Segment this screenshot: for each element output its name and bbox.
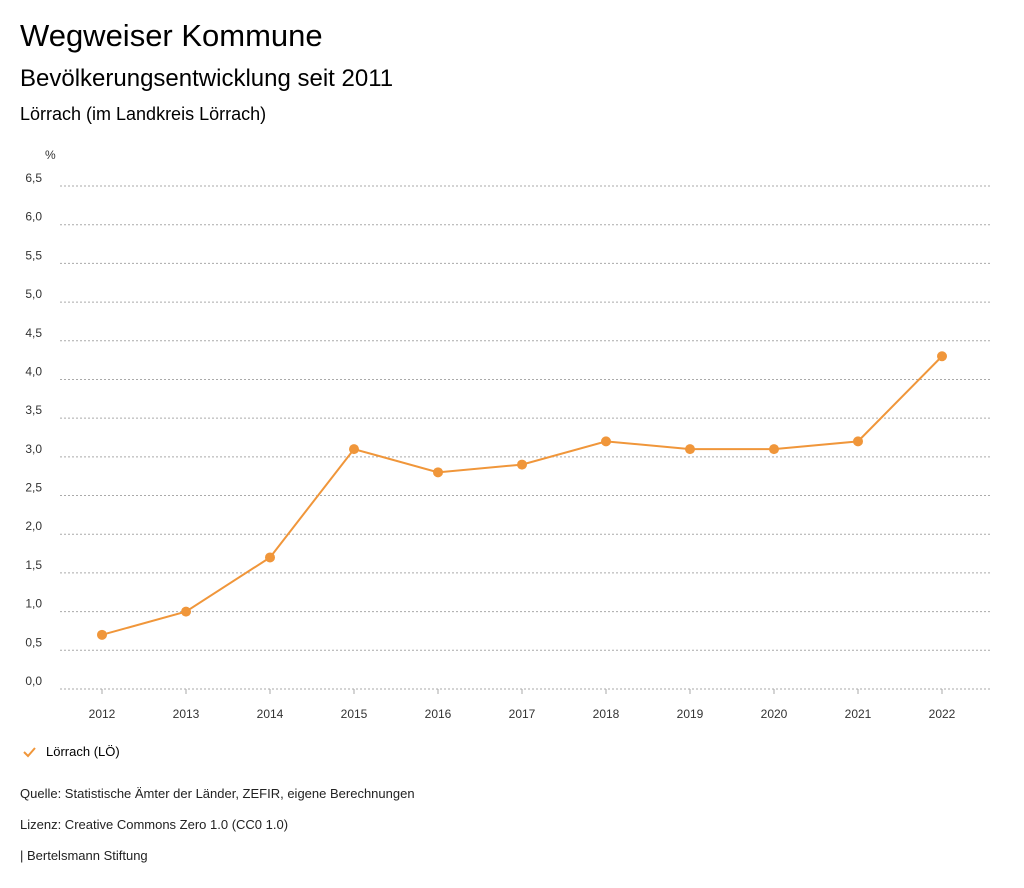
data-point xyxy=(265,552,275,563)
x-tick-label: 2017 xyxy=(509,707,536,721)
check-icon xyxy=(23,746,36,757)
x-tick-label: 2021 xyxy=(845,707,872,721)
y-tick-label: 4,0 xyxy=(25,364,42,378)
y-tick-label: 0,5 xyxy=(25,635,42,649)
y-tick-label: 5,0 xyxy=(25,287,42,301)
data-point xyxy=(685,444,695,455)
y-tick-label: 1,0 xyxy=(25,597,42,611)
data-point xyxy=(433,467,443,478)
license-note: Lizenz: Creative Commons Zero 1.0 (CC0 1… xyxy=(20,817,289,832)
x-tick-label: 2022 xyxy=(929,707,956,721)
x-tick-label: 2020 xyxy=(761,707,788,721)
source-note: Quelle: Statistische Ämter der Länder, Z… xyxy=(20,786,415,801)
y-tick-label: 2,0 xyxy=(25,519,42,533)
x-tick-label: 2015 xyxy=(341,707,368,721)
y-tick-label: 2,5 xyxy=(25,481,42,495)
x-tick-label: 2019 xyxy=(677,707,704,721)
data-point xyxy=(97,629,107,640)
x-tick-label: 2012 xyxy=(89,707,116,721)
chart-subtitle: Bevölkerungsentwicklung seit 2011 xyxy=(20,65,394,92)
data-point xyxy=(769,444,779,455)
y-tick-label: 3,5 xyxy=(25,403,42,417)
x-tick-label: 2016 xyxy=(425,707,452,721)
line-chart: % 0,0 0,5 1,0 1,5 2,0 2,5 3,0 3,5 4,0 4,5 5,0 5,5 6,0… xyxy=(25,148,990,721)
y-tick-label: 3,0 xyxy=(25,442,42,456)
y-axis-unit: % xyxy=(45,148,56,162)
legend-label: Lörrach (LÖ) xyxy=(46,744,120,759)
y-tick-label: 6,0 xyxy=(25,210,42,224)
data-point xyxy=(517,459,527,470)
data-point xyxy=(853,436,863,447)
y-tick-label: 5,5 xyxy=(25,248,42,262)
region-title: Lörrach (im Landkreis Lörrach) xyxy=(20,104,267,124)
y-tick-label: 1,5 xyxy=(25,558,42,572)
x-tick-label: 2014 xyxy=(257,707,284,721)
data-point xyxy=(937,351,947,362)
data-point xyxy=(349,444,359,455)
data-point xyxy=(601,436,611,447)
x-tick-label: 2018 xyxy=(593,707,620,721)
y-tick-label: 6,5 xyxy=(25,171,42,185)
y-tick-label: 4,5 xyxy=(25,326,42,340)
data-point xyxy=(181,606,191,617)
x-tick-label: 2013 xyxy=(173,707,200,721)
legend-item[interactable]: Lörrach (LÖ) xyxy=(22,744,120,759)
y-tick-label: 0,0 xyxy=(25,674,42,688)
publisher-note: | Bertelsmann Stiftung xyxy=(20,848,148,863)
page-title: Wegweiser Kommune xyxy=(20,18,323,53)
